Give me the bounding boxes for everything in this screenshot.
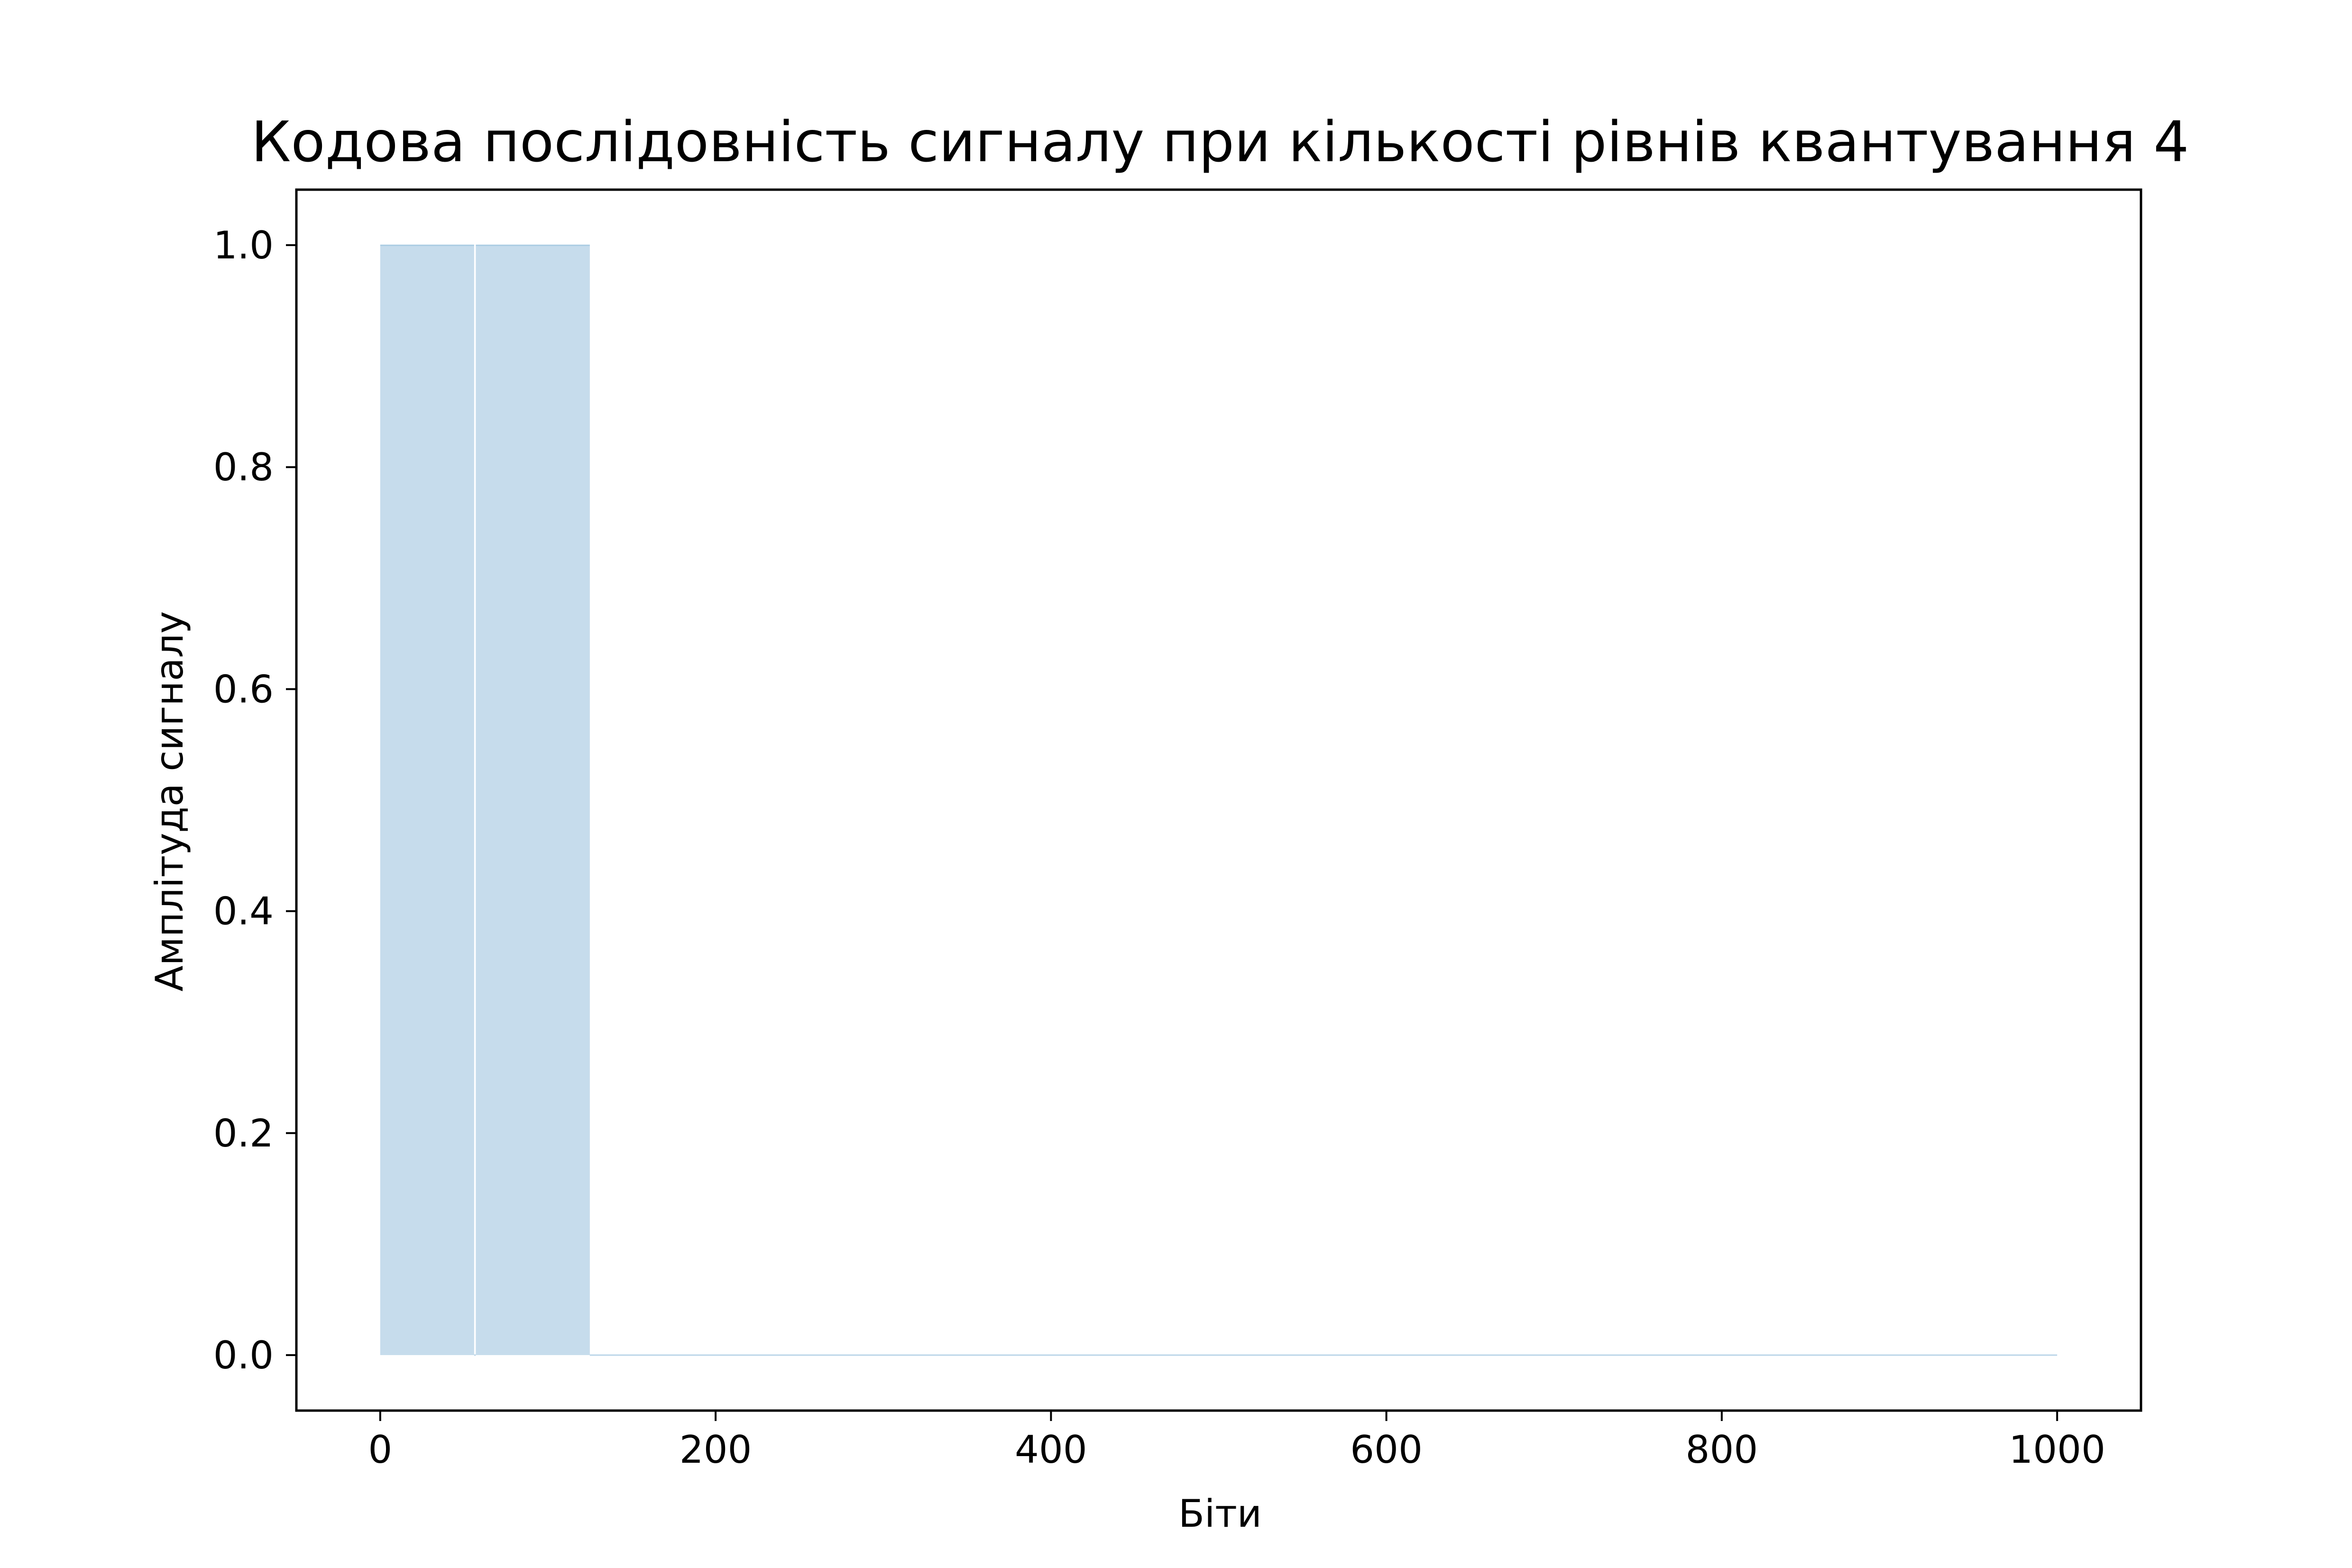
y-tick-label: 0.0 <box>213 1333 274 1377</box>
y-axis-label: Амплітуда сигналу <box>147 611 192 991</box>
x-tick-label: 200 <box>680 1428 752 1472</box>
x-tick-label: 800 <box>1686 1428 1758 1472</box>
signal-segment-2 <box>476 245 590 1355</box>
axes-frame <box>295 188 2142 1412</box>
y-tick-label: 0.8 <box>213 445 274 489</box>
x-tick-label: 600 <box>1350 1428 1423 1472</box>
y-tick-label: 0.4 <box>213 889 274 934</box>
y-tick-label: 0.2 <box>213 1111 274 1155</box>
signal-segment-0 <box>380 245 474 1355</box>
y-tick-label: 0.6 <box>213 667 274 711</box>
x-axis-label: Біти <box>1178 1492 1262 1536</box>
x-tick-label: 0 <box>368 1428 392 1472</box>
x-tick-label: 400 <box>1015 1428 1087 1472</box>
x-axis-ticks: 0 200 400 600 800 1000 <box>368 1411 2105 1472</box>
chart-title: Кодова послідовність сигналу при кількос… <box>251 109 2189 174</box>
x-tick-label: 1000 <box>2009 1428 2105 1472</box>
plot-marks <box>380 244 2058 1356</box>
y-axis-ticks: 0.0 0.2 0.4 0.6 0.8 1.0 <box>213 223 296 1377</box>
y-tick-label: 1.0 <box>213 223 274 267</box>
